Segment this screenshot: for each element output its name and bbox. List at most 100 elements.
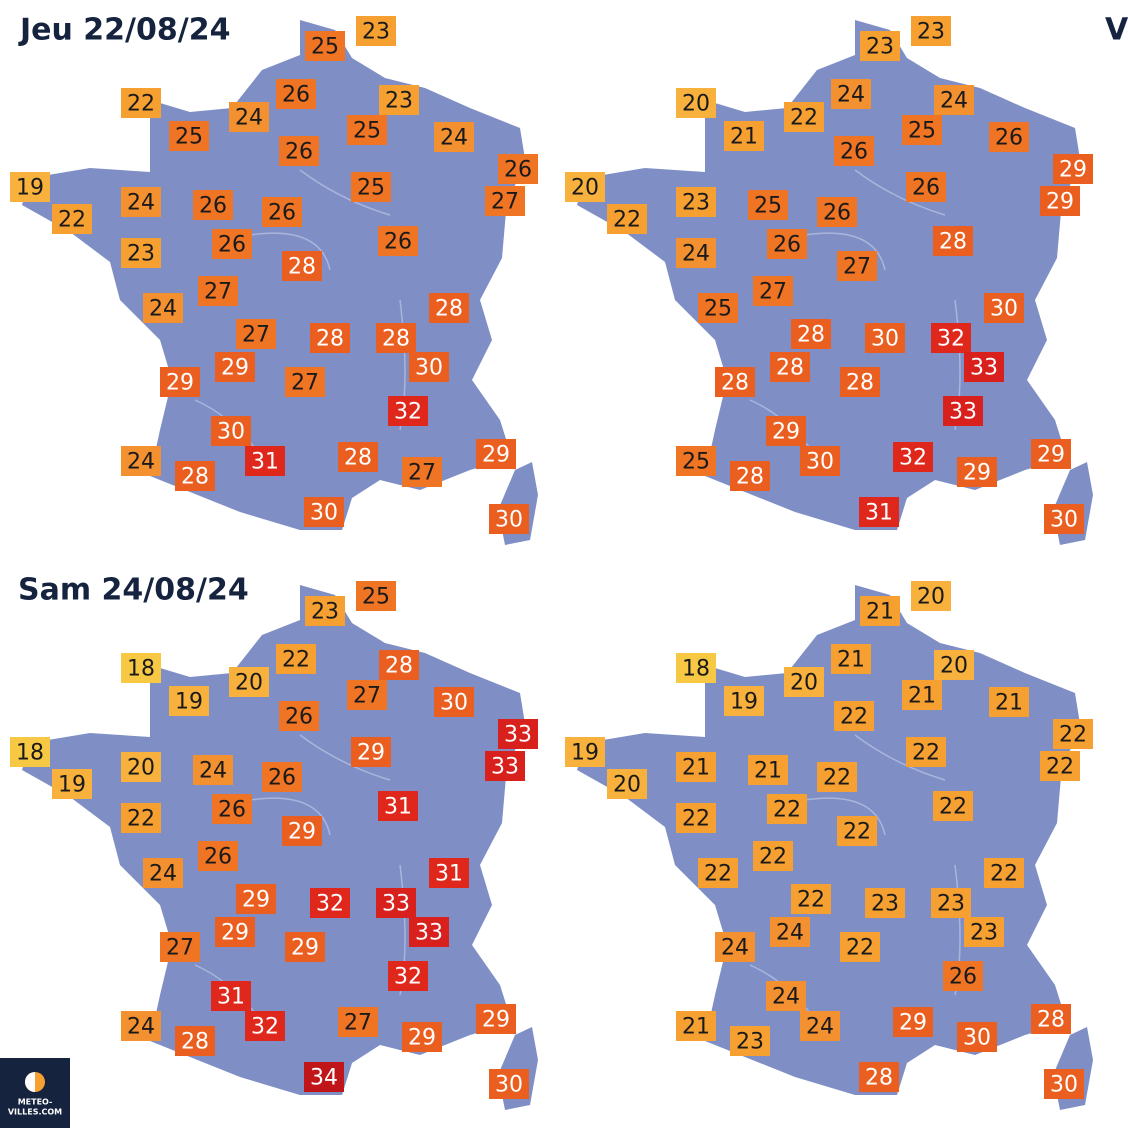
temp-box xyxy=(236,884,276,914)
temp-badge: 27 xyxy=(485,186,525,216)
temp-value: 25 xyxy=(682,450,710,475)
temp-value: 29 xyxy=(288,820,316,845)
temp-badge: 22 xyxy=(933,791,973,821)
temp-value: 29 xyxy=(291,936,319,961)
temp-box xyxy=(902,115,942,145)
temp-badge: 27 xyxy=(402,457,442,487)
temp-value: 21 xyxy=(866,600,894,625)
temp-value: 26 xyxy=(282,83,310,108)
temp-value: 26 xyxy=(840,140,868,165)
temp-value: 26 xyxy=(912,176,940,201)
temp-badge: 28 xyxy=(859,1062,899,1092)
temp-badge: 22 xyxy=(791,884,831,914)
temp-box xyxy=(434,687,474,717)
temp-box xyxy=(840,932,880,962)
temp-badge: 31 xyxy=(245,446,285,476)
temp-badge: 27 xyxy=(198,276,238,306)
temp-value: 28 xyxy=(181,1030,209,1055)
temp-box xyxy=(402,457,442,487)
temp-value: 27 xyxy=(353,684,381,709)
temp-badge: 29 xyxy=(236,884,276,914)
temp-box xyxy=(865,888,905,918)
temp-value: 27 xyxy=(759,280,787,305)
temp-box xyxy=(943,396,983,426)
temp-value: 28 xyxy=(382,327,410,352)
temp-value: 26 xyxy=(285,140,313,165)
temp-value: 27 xyxy=(166,936,194,961)
temp-badge: 30 xyxy=(957,1022,997,1052)
temp-value: 26 xyxy=(995,126,1023,151)
temp-box xyxy=(212,794,252,824)
temp-badge: 28 xyxy=(379,650,419,680)
temp-value: 26 xyxy=(823,201,851,226)
temp-value: 22 xyxy=(759,845,787,870)
temp-badge: 29 xyxy=(215,352,255,382)
temp-badge: 22 xyxy=(1053,719,1093,749)
temp-badge: 33 xyxy=(498,719,538,749)
temp-box xyxy=(831,644,871,674)
temp-box xyxy=(351,172,391,202)
temp-box xyxy=(489,1069,529,1099)
map-title: Jeu 22/08/24 xyxy=(18,13,230,48)
temp-box xyxy=(175,1026,215,1056)
temp-box xyxy=(1044,504,1084,534)
temp-badge: 21 xyxy=(860,596,900,626)
temp-box xyxy=(837,251,877,281)
temp-box xyxy=(285,932,325,962)
temp-badge: 21 xyxy=(676,1011,716,1041)
temp-badge: 29 xyxy=(351,737,391,767)
temp-value: 23 xyxy=(736,1030,764,1055)
temp-value: 33 xyxy=(491,755,519,780)
temp-badge: 24 xyxy=(800,1011,840,1041)
temp-box xyxy=(285,367,325,397)
temp-box xyxy=(791,884,831,914)
temp-value: 24 xyxy=(235,106,263,131)
temp-badge: 22 xyxy=(121,803,161,833)
temp-value: 26 xyxy=(199,194,227,219)
temp-badge: 30 xyxy=(304,497,344,527)
temp-value: 26 xyxy=(218,233,246,258)
temp-badge: 23 xyxy=(964,917,1004,947)
map-panel: Sam 24/08/24 25 23 18 20 22 28 19 27 30 26 33 18 29 33… xyxy=(10,573,539,1111)
temp-box xyxy=(121,752,161,782)
temp-value: 26 xyxy=(949,965,977,990)
temp-box xyxy=(931,888,971,918)
temp-value: 30 xyxy=(1050,508,1078,533)
temp-badge: 33 xyxy=(964,352,1004,382)
temp-box xyxy=(212,229,252,259)
temp-box xyxy=(1031,1004,1071,1034)
temp-value: 24 xyxy=(127,191,155,216)
temp-value: 21 xyxy=(837,648,865,673)
temp-value: 30 xyxy=(1050,1073,1078,1098)
temp-box xyxy=(338,442,378,472)
temp-value: 30 xyxy=(871,327,899,352)
temp-value: 22 xyxy=(846,936,874,961)
temp-value: 21 xyxy=(730,125,758,150)
temp-box xyxy=(282,251,322,281)
temp-box xyxy=(121,187,161,217)
temp-value: 24 xyxy=(721,936,749,961)
temp-badge: 26 xyxy=(906,172,946,202)
temp-box xyxy=(676,752,716,782)
map-title: Sam 24/08/24 xyxy=(18,573,249,608)
temp-badge: 29 xyxy=(1031,439,1071,469)
temp-badge: 29 xyxy=(893,1007,933,1037)
temp-box xyxy=(211,981,251,1011)
temp-box xyxy=(1044,1069,1084,1099)
temp-box xyxy=(276,79,316,109)
temp-box xyxy=(1040,751,1080,781)
temp-box xyxy=(193,755,233,785)
temp-value: 31 xyxy=(217,985,245,1010)
logo-moon xyxy=(25,1072,35,1092)
temp-box xyxy=(379,650,419,680)
temp-value: 28 xyxy=(736,465,764,490)
temp-badge: 32 xyxy=(893,442,933,472)
temp-box xyxy=(498,719,538,749)
temp-box xyxy=(698,293,738,323)
temp-badge: 25 xyxy=(169,121,209,151)
temp-badge: 18 xyxy=(10,737,50,767)
temp-badge: 23 xyxy=(865,888,905,918)
temp-box xyxy=(52,204,92,234)
